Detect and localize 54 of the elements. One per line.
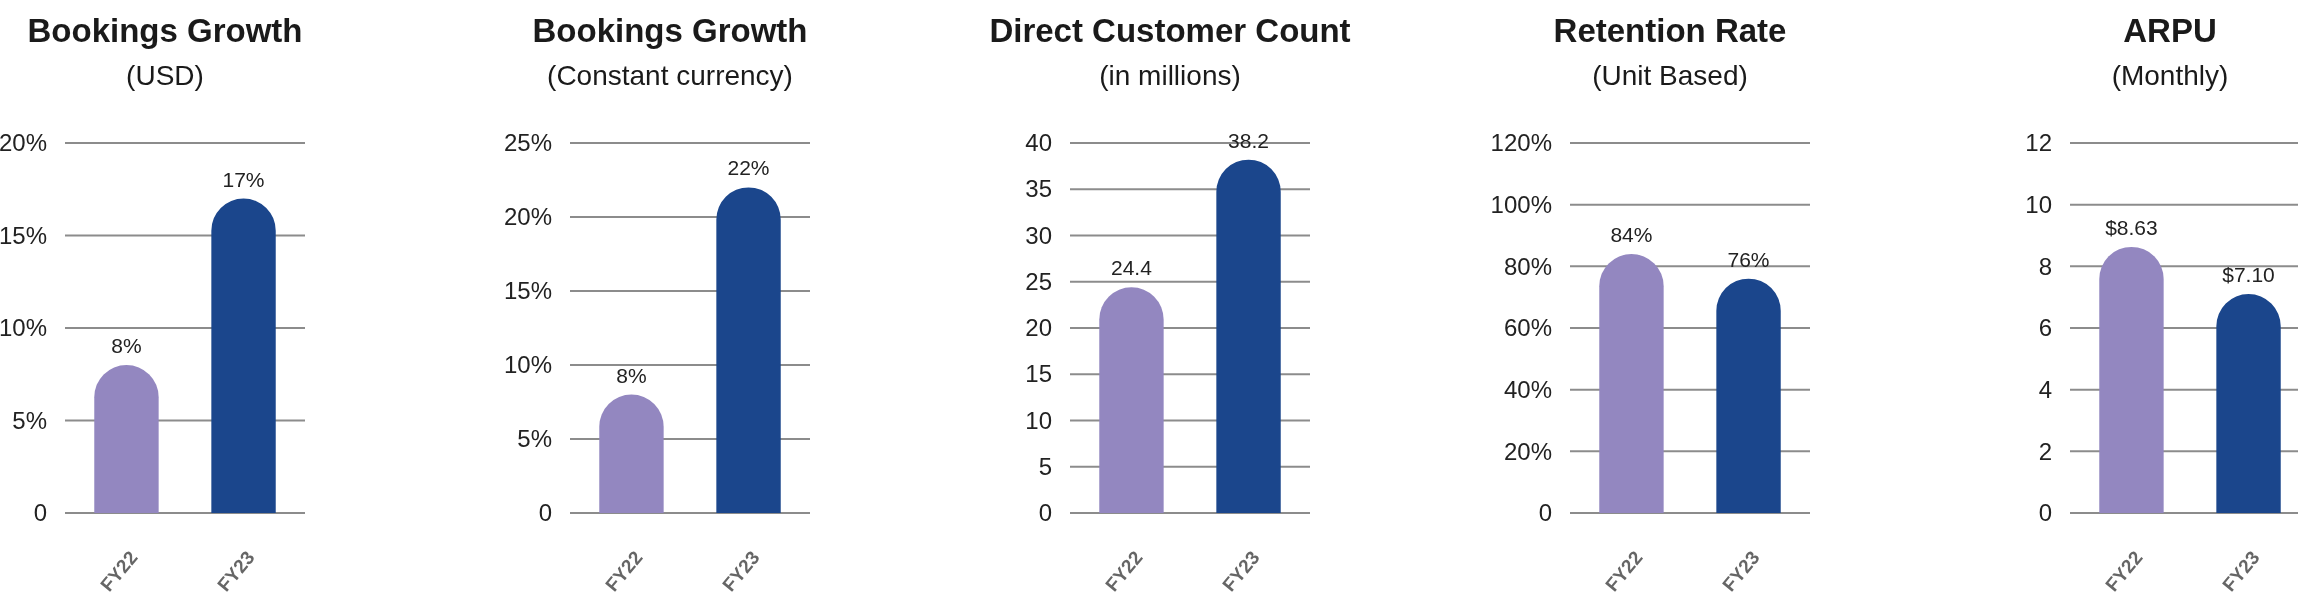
y-tick-label: 10% — [0, 314, 47, 342]
y-tick-label: 20 — [1025, 314, 1052, 342]
data-label: 84% — [1610, 223, 1653, 246]
y-tick-label: 0 — [1538, 499, 1552, 527]
chart-subtitle: (Constant currency) — [547, 60, 793, 91]
y-tick-label: 15% — [503, 277, 552, 305]
y-tick-label: 5 — [1038, 452, 1052, 480]
y-tick-label: 30 — [1025, 221, 1052, 249]
chart-title: Bookings Growth — [27, 12, 303, 49]
y-tick-label: 0 — [1038, 499, 1052, 527]
y-tick-label: 120% — [1490, 129, 1552, 157]
y-tick-label: 40 — [1025, 129, 1052, 157]
data-label: 8% — [616, 363, 647, 387]
y-tick-label: 0 — [538, 499, 552, 527]
data-label: 22% — [727, 156, 770, 180]
data-label: 38.2 — [1228, 128, 1269, 152]
data-label: $8.63 — [2105, 215, 2158, 239]
data-label: 17% — [222, 167, 265, 191]
y-tick-label: 15 — [1025, 360, 1052, 388]
y-tick-label: 20% — [503, 203, 552, 231]
y-tick-label: 20% — [1503, 437, 1552, 465]
y-tick-label: 0 — [2038, 499, 2052, 527]
y-tick-label: 100% — [1490, 190, 1552, 218]
data-label: 8% — [111, 334, 142, 357]
data-label: 76% — [1727, 247, 1770, 271]
y-tick-label: 60% — [1503, 314, 1552, 342]
y-tick-label: 0 — [33, 499, 47, 527]
y-tick-label: 5% — [12, 406, 47, 434]
chart-title: Bookings Growth — [532, 12, 808, 49]
chart-title: ARPU — [2123, 12, 2217, 49]
chart-subtitle: (Monthly) — [2111, 60, 2229, 91]
y-tick-label: 12 — [2025, 129, 2052, 157]
y-tick-label: 8 — [2038, 252, 2052, 280]
y-tick-label: 4 — [2038, 375, 2052, 403]
y-tick-label: 35 — [1025, 175, 1052, 203]
data-label: 24.4 — [1111, 256, 1153, 280]
y-tick-label: 80% — [1503, 252, 1552, 280]
y-tick-label: 25 — [1025, 267, 1052, 295]
y-tick-label: 15% — [0, 221, 47, 249]
data-label: $7.10 — [2222, 263, 2275, 287]
y-tick-label: 40% — [1503, 375, 1552, 403]
y-tick-label: 5% — [517, 425, 552, 453]
y-tick-label: 10 — [1025, 406, 1052, 434]
chart-title: Retention Rate — [1553, 12, 1787, 49]
y-tick-label: 20% — [0, 129, 47, 157]
chart-subtitle: (Unit Based) — [1592, 60, 1748, 91]
y-tick-label: 6 — [2038, 314, 2052, 342]
y-tick-label: 25% — [503, 129, 552, 157]
y-tick-label: 2 — [2038, 437, 2052, 465]
chart-subtitle: (in millions) — [1099, 60, 1241, 91]
y-tick-label: 10% — [503, 351, 552, 379]
y-tick-label: 10 — [2025, 190, 2052, 218]
chart-title: Direct Customer Count — [989, 12, 1351, 49]
chart-subtitle: (USD) — [126, 60, 204, 91]
